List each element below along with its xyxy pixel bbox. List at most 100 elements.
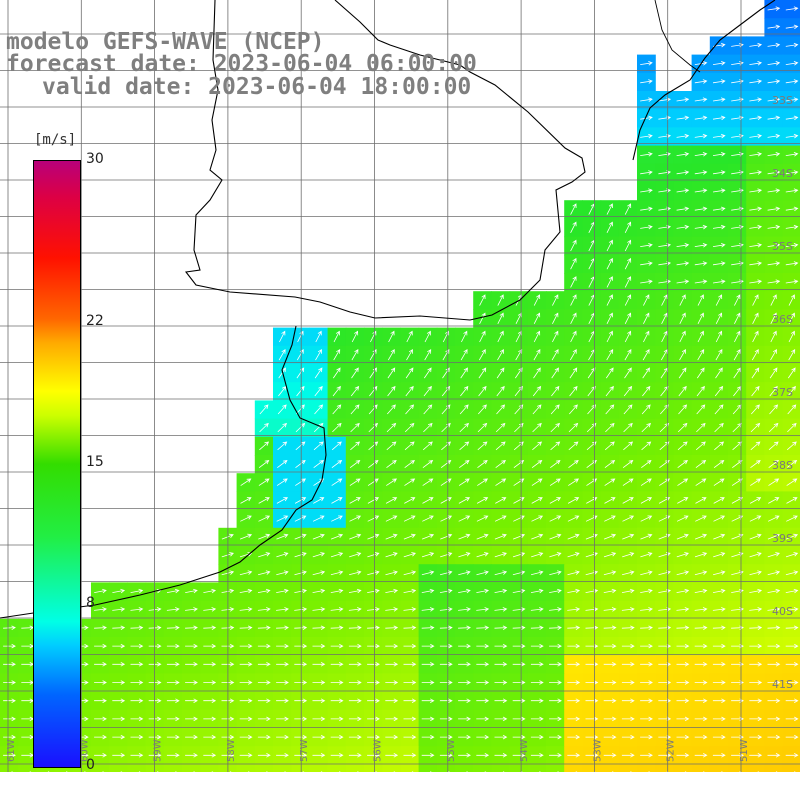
wind-speed-cell: [364, 382, 383, 401]
wind-speed-cell: [327, 491, 347, 511]
wind-arrow: [749, 753, 763, 758]
wind-speed-cell: [673, 327, 693, 347]
wind-speed-cell: [728, 473, 747, 492]
wind-arrow: [785, 570, 799, 576]
wind-arrow: [387, 385, 396, 397]
wind-speed-cell: [309, 509, 329, 529]
wind-arrow: [3, 643, 16, 649]
wind-arrow: [278, 348, 286, 361]
colorbar-tick-label: 30: [86, 151, 104, 167]
wind-arrow: [513, 441, 524, 451]
wind-arrow: [350, 441, 361, 451]
wind-arrow: [533, 312, 541, 324]
wind-arrow: [312, 570, 326, 576]
wind-speed-cell: [509, 364, 529, 383]
wind-arrow: [694, 680, 708, 685]
wind-arrow: [640, 662, 653, 667]
wind-speed-cell: [618, 200, 638, 219]
wind-arrow: [785, 588, 799, 594]
wind-arrow: [385, 497, 398, 504]
wind-speed-cell: [637, 400, 656, 420]
wind-arrow: [712, 698, 726, 703]
wind-arrow: [694, 552, 708, 558]
wind-speed-cell: [491, 455, 511, 474]
wind-arrow: [477, 478, 489, 486]
latitude-label: 38S: [772, 459, 793, 472]
wind-arrow: [351, 348, 359, 361]
wind-arrow: [367, 625, 380, 631]
wind-arrow: [403, 753, 417, 758]
wind-speed-cell: [637, 764, 656, 772]
wind-speed-cell: [655, 327, 674, 347]
wind-arrow: [679, 312, 686, 324]
wind-arrow: [295, 459, 306, 469]
wind-speed-cell: [400, 473, 420, 492]
wind-speed-cell: [564, 254, 583, 274]
wind-speed-cell: [691, 327, 711, 347]
wind-arrow: [642, 367, 650, 379]
wind-arrow: [712, 625, 726, 631]
wind-arrow: [185, 625, 198, 631]
wind-arrow: [239, 698, 253, 703]
wind-speed-cell: [582, 291, 602, 310]
wind-speed-cell: [364, 400, 383, 420]
wind-arrow: [750, 441, 761, 451]
wind-speed-cell: [564, 473, 583, 492]
wind-speed-cell: [564, 364, 583, 383]
wind-speed-cell: [455, 764, 474, 772]
wind-speed-cell: [382, 327, 401, 347]
wind-arrow: [749, 170, 763, 175]
wind-arrow: [569, 404, 578, 415]
wind-arrow: [203, 607, 217, 612]
wind-arrow: [330, 734, 344, 740]
wind-speed-cell: [527, 455, 547, 474]
wind-arrow: [694, 607, 708, 612]
wind-arrow: [259, 441, 270, 451]
wind-arrow: [166, 662, 180, 667]
wind-arrow: [421, 588, 435, 594]
wind-arrow: [276, 478, 288, 486]
wind-speed-cell: [436, 364, 456, 383]
wind-arrow: [385, 716, 399, 722]
wind-speed-cell: [637, 345, 656, 365]
wind-speed-cell: [382, 418, 401, 438]
wind-speed-cell: [364, 764, 383, 772]
wind-arrow: [422, 441, 433, 451]
wind-speed-cell: [600, 436, 620, 456]
wind-speed-cell: [364, 473, 383, 492]
wind-arrow: [185, 716, 198, 722]
wind-arrow: [530, 643, 544, 649]
wind-arrow: [749, 261, 763, 266]
wind-speed-cell: [509, 400, 529, 420]
wind-arrow: [440, 533, 453, 540]
wind-arrow: [712, 680, 726, 685]
wind-speed-cell: [582, 509, 602, 529]
wind-arrow: [750, 478, 762, 486]
wind-speed-cell: [400, 418, 420, 438]
wind-speed-cell: [655, 345, 674, 365]
wind-arrow: [677, 478, 689, 486]
wind-arrow: [569, 348, 577, 361]
wind-arrow: [403, 607, 417, 612]
wind-speed-cell: [564, 327, 583, 347]
wind-arrow: [458, 680, 471, 685]
wind-arrow: [294, 753, 308, 758]
wind-arrow: [331, 441, 342, 451]
wind-speed-cell: [473, 455, 492, 474]
wind-speed-cell: [455, 455, 474, 474]
wind-arrow: [203, 625, 217, 631]
wind-arrow: [694, 97, 708, 102]
wind-arrow: [549, 680, 562, 685]
wind-arrow: [622, 515, 635, 522]
wind-arrow: [403, 698, 417, 703]
wind-arrow: [767, 753, 781, 758]
wind-speed-cell: [691, 364, 711, 383]
wind-arrow: [476, 643, 490, 649]
wind-arrow: [315, 330, 322, 343]
wind-arrow: [531, 497, 543, 504]
wind-arrow: [459, 459, 470, 469]
wind-speed-cell: [564, 345, 583, 365]
wind-speed-cell: [345, 327, 365, 347]
wind-arrow: [694, 753, 708, 758]
wind-arrow: [603, 625, 617, 631]
